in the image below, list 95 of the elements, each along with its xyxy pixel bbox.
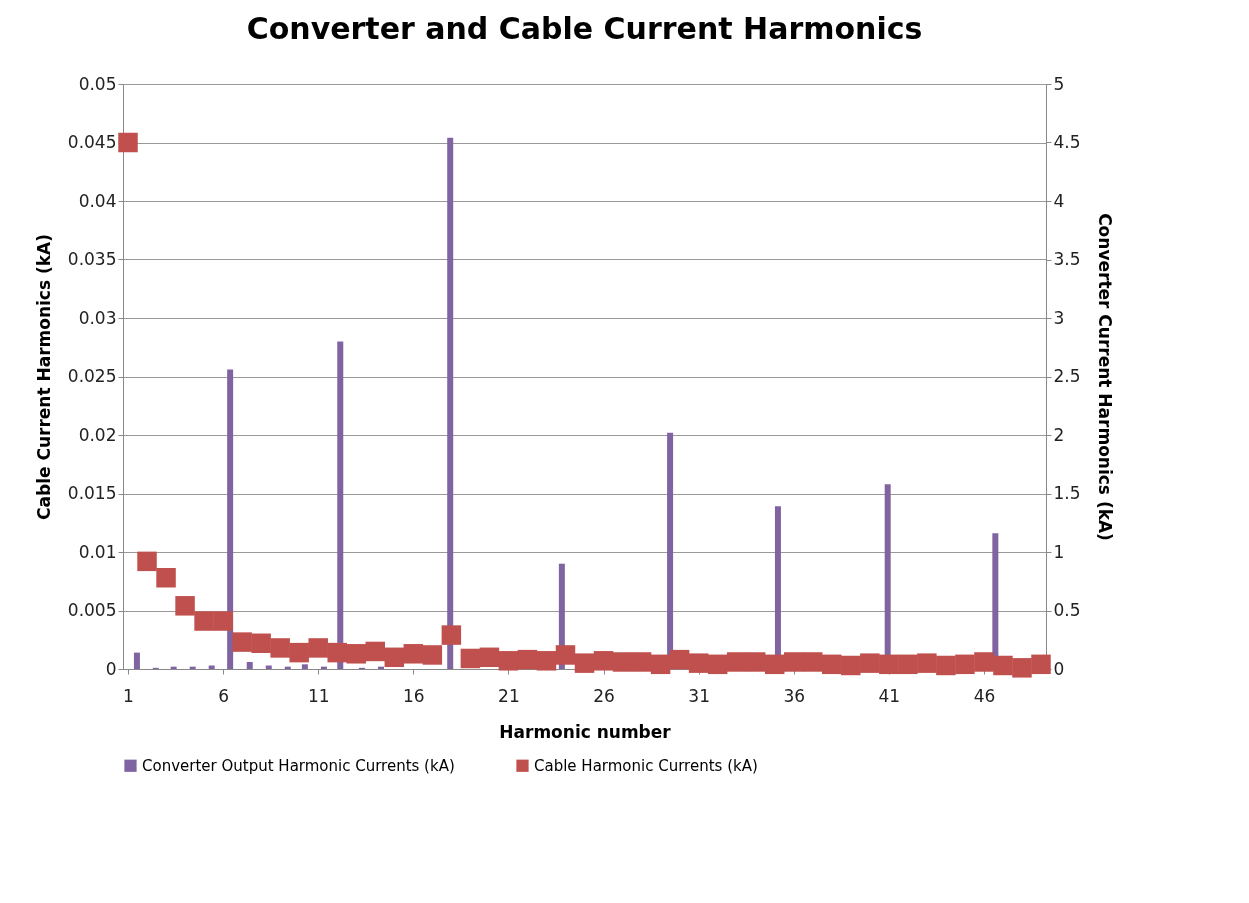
point (365, 641, 386, 662)
y-tick-label: 0.02 (78, 424, 117, 445)
point (688, 653, 709, 673)
bar (265, 665, 272, 669)
point (917, 653, 937, 673)
x-tick-label: 36 (783, 685, 806, 706)
legend-label: Converter Output Harmonic Currents (kA) (142, 756, 455, 775)
point (460, 648, 481, 669)
point (213, 611, 233, 631)
point (593, 651, 614, 671)
chart-title: Converter and Cable Current Harmonics (246, 11, 923, 46)
point (118, 132, 138, 153)
x-tick-label: 46 (973, 685, 996, 706)
x-tick-label: 31 (688, 685, 710, 706)
y-tick-label: 0.015 (67, 483, 117, 503)
point (403, 644, 424, 664)
point (783, 652, 804, 672)
y2-tick-label: 2 (1053, 424, 1065, 445)
y2-tick-label: 3.5 (1053, 249, 1081, 269)
point (879, 654, 899, 675)
point (232, 632, 252, 652)
y2-axis-title: Converter Current Harmonics (kA) (1094, 213, 1115, 541)
x-tick-label: 1 (123, 685, 134, 706)
point (327, 642, 347, 663)
x-axis-title: Harmonic number (499, 721, 672, 742)
point (726, 652, 747, 672)
bar (337, 341, 344, 669)
point (860, 653, 880, 673)
point (612, 652, 633, 672)
point (822, 654, 842, 675)
bar (227, 369, 234, 669)
y-axis-title: Cable Current Harmonics (kA) (33, 234, 54, 520)
y-tick-label: 0.035 (67, 249, 117, 269)
y2-tick-label: 5 (1053, 73, 1065, 94)
point (498, 651, 519, 671)
y-tick-label: 0.04 (78, 190, 117, 211)
y2-tick-label: 1 (1053, 541, 1065, 562)
bar (301, 664, 308, 669)
point (707, 654, 728, 675)
point (308, 638, 328, 658)
point (955, 654, 975, 675)
point (251, 633, 271, 654)
y2-tick-label: 2.5 (1053, 366, 1081, 386)
point (384, 647, 405, 668)
x-tick-label: 6 (218, 685, 230, 706)
point (479, 647, 500, 668)
point (1012, 658, 1032, 678)
x-tick-label: 41 (878, 685, 901, 706)
y-tick-label: 0 (105, 658, 117, 679)
point (669, 649, 690, 670)
point (936, 655, 956, 676)
point (993, 655, 1013, 676)
y2-tick-label: 3 (1053, 307, 1065, 328)
point (764, 654, 785, 675)
x-tick-label: 16 (402, 685, 425, 706)
y2-tick-label: 4 (1053, 190, 1065, 211)
point (650, 654, 671, 675)
point (974, 652, 994, 672)
x-tick-label: 21 (498, 685, 520, 706)
point (745, 652, 766, 672)
point (517, 649, 538, 670)
point (270, 638, 290, 658)
point (289, 642, 309, 663)
legend-label: Cable Harmonic Currents (kA) (534, 756, 758, 775)
point (555, 645, 576, 665)
point (631, 652, 652, 672)
y2-tick-label: 4.5 (1053, 132, 1081, 152)
point (194, 611, 214, 631)
point (1031, 654, 1051, 675)
point (841, 655, 861, 676)
point (156, 567, 176, 588)
point (175, 596, 195, 616)
y2-tick-label: 0 (1053, 658, 1065, 679)
point (346, 644, 366, 664)
y-tick-label: 0.025 (67, 366, 117, 386)
point (574, 653, 595, 673)
bar (208, 665, 215, 669)
x-tick-label: 11 (307, 685, 330, 706)
y-tick-label: 0.045 (67, 132, 117, 152)
y-tick-label: 0.03 (78, 307, 117, 328)
point (803, 652, 823, 672)
point (898, 654, 918, 675)
bar (447, 137, 454, 669)
x-tick-label: 26 (593, 685, 615, 706)
point (422, 645, 443, 665)
y-tick-label: 0.05 (78, 73, 117, 94)
y-tick-label: 0.005 (67, 600, 117, 620)
y2-tick-label: 0.5 (1053, 600, 1081, 620)
bar (133, 652, 140, 669)
y-tick-label: 0.01 (78, 541, 117, 562)
bar (246, 661, 253, 669)
point (536, 651, 557, 671)
point (137, 551, 157, 572)
y2-tick-label: 1.5 (1053, 483, 1081, 503)
point (441, 625, 462, 645)
